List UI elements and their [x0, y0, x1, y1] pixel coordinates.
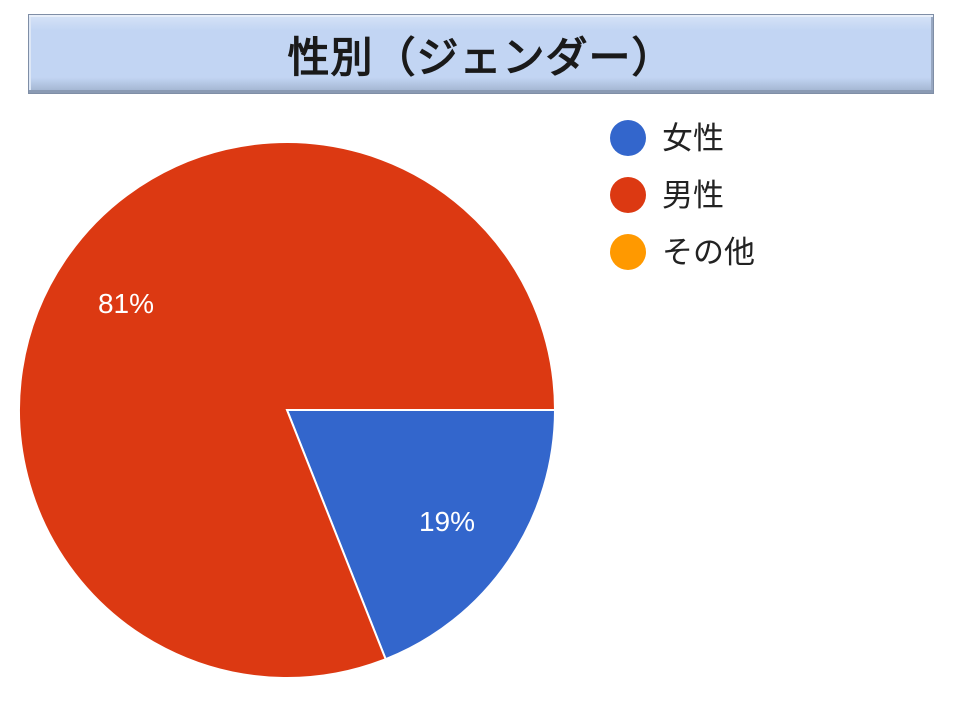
data-labels: 19% 81%: [98, 288, 475, 537]
data-label-1: 19%: [419, 506, 475, 537]
legend-marker-1: [610, 120, 646, 156]
legend-label-3: その他: [662, 235, 755, 271]
pie-slice-1: [285, 409, 557, 661]
pie-slice-2: [18, 141, 557, 679]
pie-slices: [18, 141, 557, 679]
legend-marker-3: [610, 234, 646, 270]
title-banner: 性別（ジェンダー）: [28, 14, 934, 94]
legend-label-2: 男性: [662, 178, 724, 214]
data-label-2: 81%: [98, 288, 154, 319]
legend-label-1: 女性: [662, 121, 724, 157]
legend-marker-2: [610, 177, 646, 213]
chart-title: 性別（ジェンダー）: [287, 32, 675, 82]
